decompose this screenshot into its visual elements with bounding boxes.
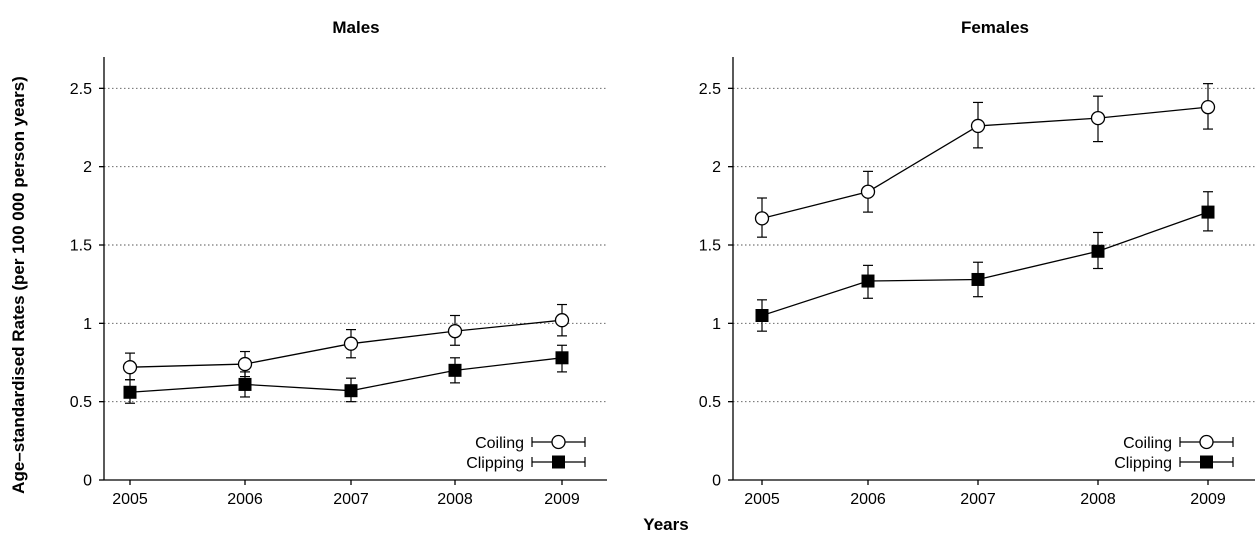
data-point-circle [1090,110,1106,126]
legend-marker-square [552,455,565,469]
x-tick-label: 2005 [744,491,780,508]
data-point-square [555,351,569,365]
y-tick-label: 2 [83,159,92,176]
y-tick-label: 1 [712,316,721,333]
x-tick-label: 2008 [437,491,473,508]
legend-marker-circle [1199,434,1214,450]
x-tick-label: 2009 [1190,491,1226,508]
data-point-square [448,363,462,377]
y-tick-label: 2.5 [699,81,721,98]
y-tick-label: 1 [83,316,92,333]
series-coiling [754,83,1216,238]
data-point-circle [237,356,253,372]
x-tick-label: 2005 [112,491,148,508]
y-tick-label: 2 [712,159,721,176]
data-point-square [971,272,985,286]
x-tick-label: 2006 [227,491,263,508]
y-tick-label: 1.5 [699,238,721,255]
data-point-circle [970,118,986,134]
y-tick-label: 0.5 [699,394,721,411]
legend-marker-circle [551,434,566,450]
series-line [761,106,1209,219]
data-point-square [1091,244,1105,258]
data-point-circle [554,313,570,328]
data-point-square [123,385,137,399]
legend-label: Coiling [475,435,524,452]
legend-label: Clipping [1114,455,1172,472]
x-axis-title: Years [643,515,688,534]
legend-label: Clipping [466,455,524,472]
panel-title: Females [961,18,1029,37]
data-point-square [755,309,769,322]
males-panel: Males 0 0.5 1 1.5 2 2.5 2005 2006 2007 2008 2009 Coi… [70,18,607,508]
y-tick-label: 1.5 [70,238,92,255]
data-point-square [238,377,252,391]
x-tick-label: 2009 [544,491,580,508]
series-coiling [122,303,570,381]
data-point-square [861,274,875,288]
data-point-circle [860,184,876,199]
data-point-square [1201,205,1215,219]
y-axis-title: Age–standardised Rates (per 100 000 pers… [9,76,28,494]
panel-title: Males [332,18,379,37]
series-clipping [755,191,1215,332]
data-point-square [344,384,358,398]
x-tick-label: 2007 [960,491,996,508]
series-line [761,211,1209,317]
legend-entry: Coiling [1123,434,1234,452]
x-tick-label: 2007 [333,491,369,508]
data-point-circle [754,211,770,226]
legend-entry: Clipping [466,455,586,472]
legend-label: Coiling [1123,435,1172,452]
y-tick-label: 0 [83,473,92,490]
data-point-circle [122,360,138,375]
legend-entry: Coiling [475,434,586,452]
x-tick-label: 2008 [1080,491,1116,508]
y-tick-label: 2.5 [70,81,92,98]
y-tick-label: 0.5 [70,394,92,411]
data-point-circle [1200,99,1216,115]
legend-entry: Clipping [1114,455,1234,472]
data-point-circle [343,336,359,351]
x-tick-label: 2006 [850,491,886,508]
data-point-circle [447,324,463,339]
series-clipping [123,344,569,404]
legend-marker-square [1200,455,1213,469]
females-panel: Females 0 0.5 1 1.5 2 2.5 2005 2006 2007 2008 2009 C… [699,18,1255,508]
y-tick-label: 0 [712,473,721,490]
